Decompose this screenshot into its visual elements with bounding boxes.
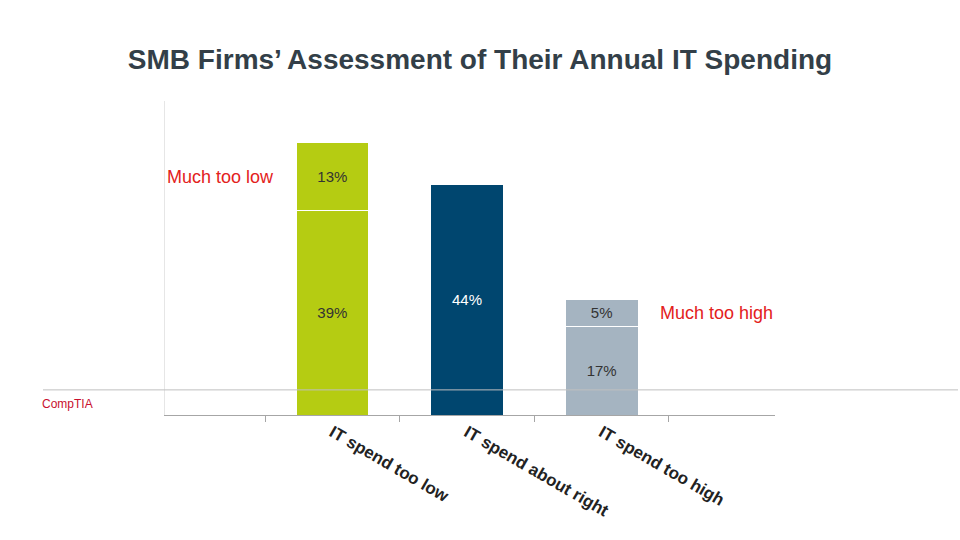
svg-text:CompTIA: CompTIA [42, 397, 93, 411]
svg-text:5%: 5% [591, 304, 613, 321]
svg-text:IT spend too high: IT spend too high [595, 422, 727, 509]
svg-text:IT spend too low: IT spend too low [326, 422, 452, 506]
svg-text:IT spend about right: IT spend about right [461, 422, 612, 520]
svg-text:SMB Firms’ Assessment of Their: SMB Firms’ Assessment of Their Annual IT… [128, 44, 832, 75]
svg-text:13%: 13% [317, 168, 347, 185]
svg-text:Much too high: Much too high [660, 303, 773, 323]
svg-text:Much too low: Much too low [167, 167, 274, 187]
svg-text:17%: 17% [587, 362, 617, 379]
svg-text:44%: 44% [452, 291, 482, 308]
svg-text:39%: 39% [317, 304, 347, 321]
